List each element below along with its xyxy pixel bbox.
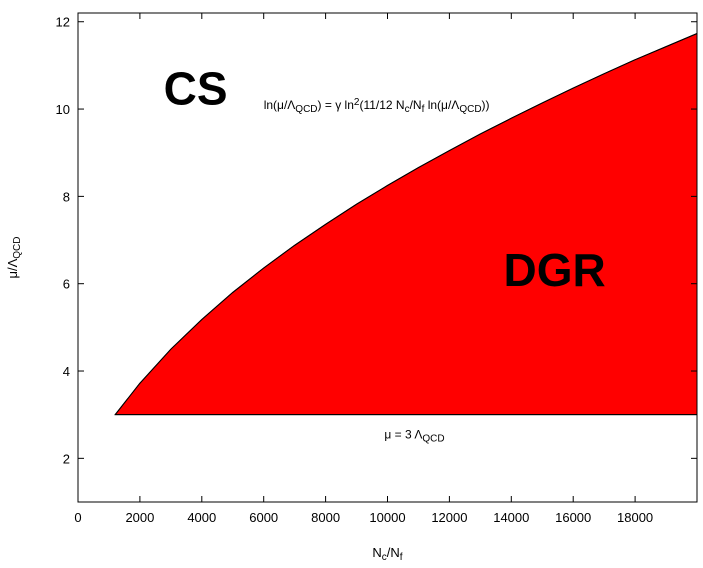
x-tick-label: 12000 <box>431 510 467 525</box>
chart-labels: Nc/Nf μ/ΛQCD CS DGR ln(μ/ΛQCD) = γ ln2(11/12… <box>5 63 606 563</box>
x-tick-label: 10000 <box>369 510 405 525</box>
axis-ticks: 0 2000 4000 6000 8000 10000 12000 14000 16000 180… <box>56 13 697 525</box>
y-tick-label: 6 <box>63 277 70 292</box>
y-tick-label: 4 <box>63 364 70 379</box>
x-tick-label: 2000 <box>125 510 154 525</box>
y-axis-label: μ/ΛQCD <box>5 236 23 278</box>
y-tick-label: 12 <box>56 15 70 30</box>
x-tick-label: 6000 <box>249 510 278 525</box>
y-tick-label: 10 <box>56 102 70 117</box>
x-axis-label: Nc/Nf <box>372 545 402 563</box>
x-tick-label: 16000 <box>555 510 591 525</box>
annotation-upper-curve: ln(μ/ΛQCD) = γ ln2(11/12 Nc/Nf ln(μ/ΛQCD… <box>264 97 490 115</box>
x-tick-label: 4000 <box>187 510 216 525</box>
y-tick-label: 8 <box>63 189 70 204</box>
x-tick-label: 18000 <box>617 510 653 525</box>
y-tick-label: 2 <box>63 451 70 466</box>
upper-boundary-curve <box>114 33 698 415</box>
x-tick-label: 8000 <box>311 510 340 525</box>
region-label-dgr: DGR <box>504 244 606 296</box>
x-tick-label: 14000 <box>493 510 529 525</box>
x-tick-label: 0 <box>74 510 81 525</box>
annotation-lower-line: μ = 3 ΛQCD <box>384 428 444 445</box>
region-label-cs: CS <box>164 63 228 115</box>
